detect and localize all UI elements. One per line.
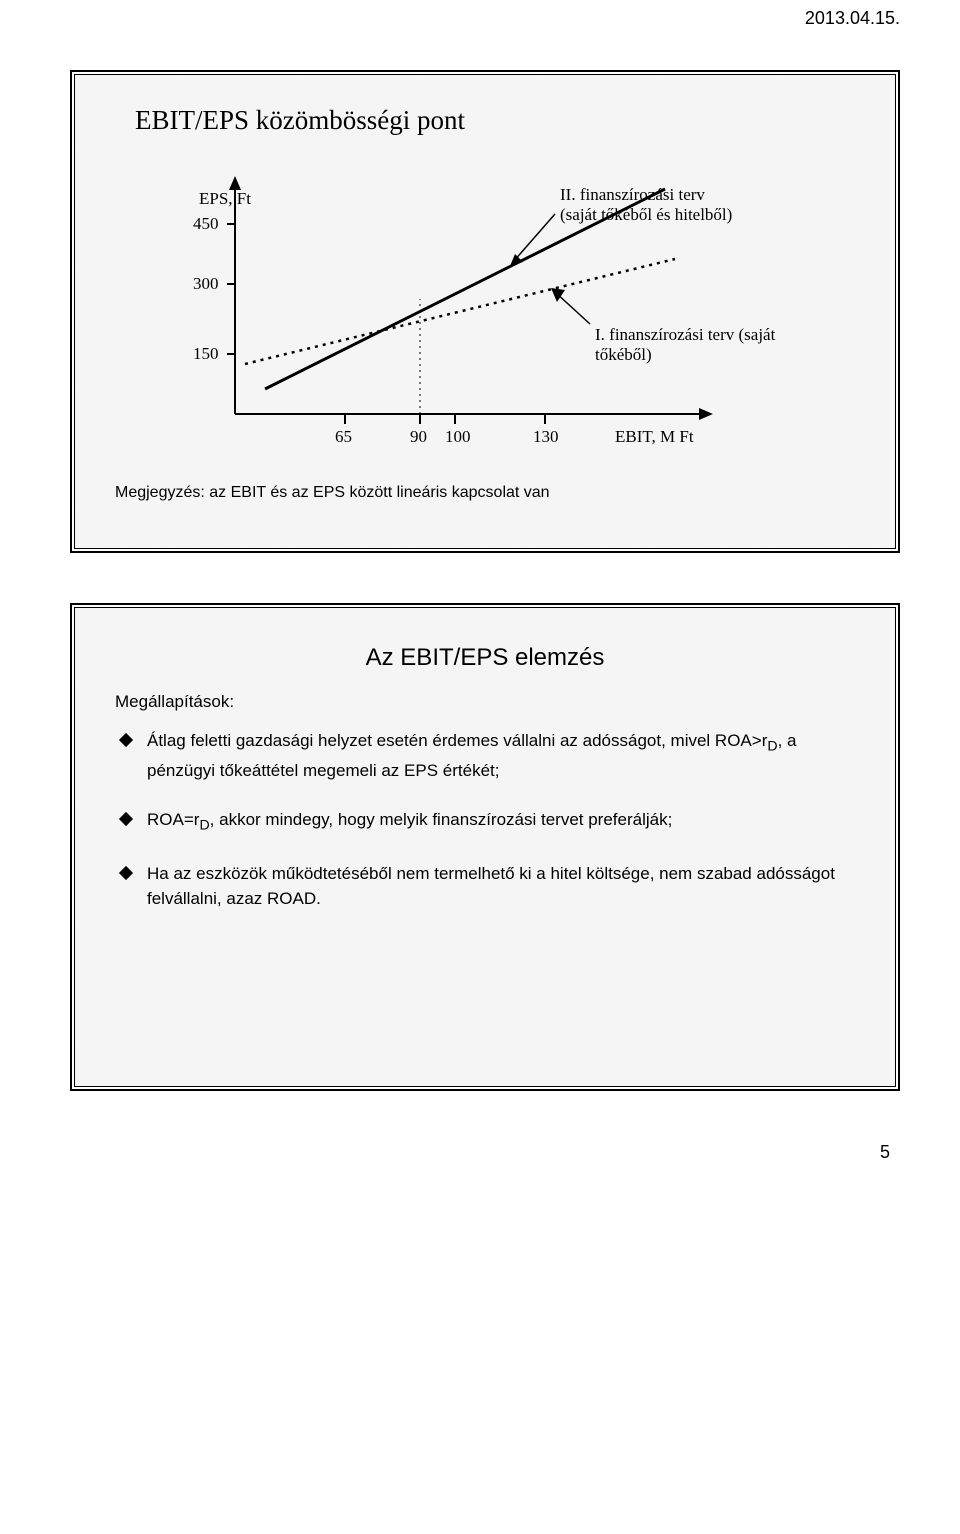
line2-label-b: (saját tőkéből és hitelből)	[560, 205, 732, 224]
slide-frame-1: EBIT/EPS közömbösségi pont	[70, 70, 900, 553]
page: 2013.04.15. EBIT/EPS közömbösségi pont	[0, 0, 960, 1171]
line2-label-a: II. finanszírozási terv	[560, 185, 705, 204]
x-axis-label: EBIT, M Ft	[615, 427, 694, 446]
bullet-item: ROA=rD, akkor mindegy, hogy melyik finan…	[115, 807, 855, 837]
bullet-list: Átlag feletti gazdasági helyzet esetén é…	[115, 728, 855, 912]
ytick-150: 150	[193, 344, 219, 363]
line1-label-b: tőkéből)	[595, 345, 652, 364]
y-axis-label: EPS, Ft	[199, 189, 251, 208]
line1-label-a: I. finanszírozási terv (saját	[595, 325, 776, 344]
slide-content-1: EBIT/EPS közömbösségi pont	[74, 74, 896, 549]
slide-frame-2: Az EBIT/EPS elemzés Megállapítások: Átla…	[70, 603, 900, 1091]
xtick-90: 90	[410, 427, 427, 446]
xtick-130: 130	[533, 427, 559, 446]
panel2-title: Az EBIT/EPS elemzés	[115, 644, 855, 672]
ebit-eps-chart: EPS, Ft 450 300 150 65 90 100 130 EBIT, …	[135, 154, 835, 474]
page-number: 5	[880, 1142, 890, 1163]
panel1-note: Megjegyzés: az EBIT és az EPS között lin…	[115, 484, 855, 502]
ytick-450: 450	[193, 214, 219, 233]
xtick-65: 65	[335, 427, 352, 446]
xtick-100: 100	[445, 427, 471, 446]
bullet-item: Ha az eszközök működtetéséből nem termel…	[115, 861, 855, 912]
slide-content-2: Az EBIT/EPS elemzés Megállapítások: Átla…	[74, 607, 896, 1087]
bullet-item: Átlag feletti gazdasági helyzet esetén é…	[115, 728, 855, 783]
panel2-subhead: Megállapítások:	[115, 692, 855, 712]
ytick-300: 300	[193, 274, 219, 293]
header-date: 2013.04.15.	[805, 8, 900, 29]
panel1-title: EBIT/EPS közömbösségi pont	[135, 105, 855, 136]
